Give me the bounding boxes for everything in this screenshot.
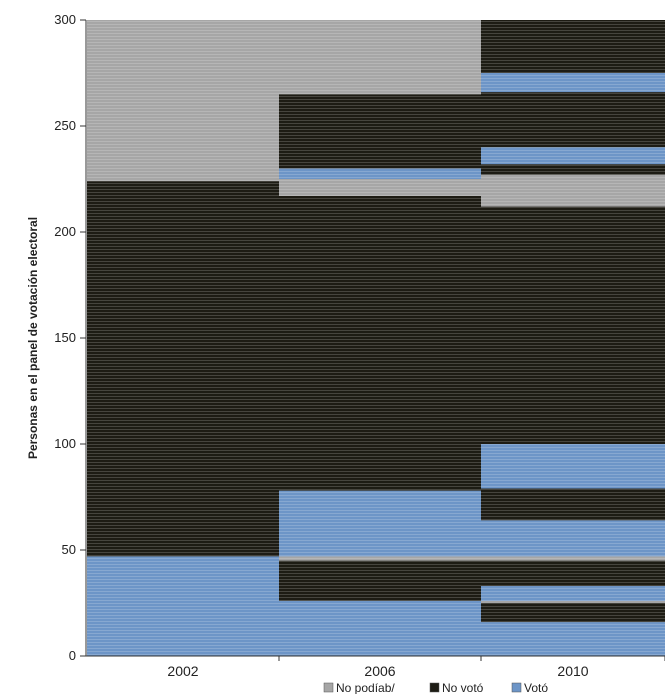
- bar-segment-texture: [481, 164, 665, 175]
- bar-segment-texture: [481, 488, 665, 521]
- bar-segment-texture: [279, 600, 481, 656]
- x-tick-labels: 2002 2006 2010: [167, 656, 665, 679]
- bar-segment-texture: [87, 20, 279, 182]
- bar-segment-texture: [481, 556, 665, 561]
- bar-segment-texture: [279, 20, 481, 95]
- legend-swatch: [511, 682, 522, 693]
- legend-swatch: [429, 682, 440, 693]
- bar-segment-texture: [481, 444, 665, 489]
- y-tick-label: 0: [69, 648, 76, 663]
- bar-segment-texture: [481, 560, 665, 587]
- y-tick-label: 300: [54, 12, 76, 27]
- x-tick-label: 2010: [557, 663, 588, 679]
- bar-segment-texture: [481, 147, 665, 165]
- bar-segment-texture: [279, 94, 481, 169]
- y-tick-label: 100: [54, 436, 76, 451]
- y-tick-label: 200: [54, 224, 76, 239]
- bar-segment-texture: [279, 560, 481, 601]
- bars-group: [87, 20, 665, 656]
- bar-segment-texture: [87, 181, 279, 557]
- y-tick-label: 50: [62, 542, 76, 557]
- legend-swatch: [323, 682, 334, 693]
- bar-segment-texture: [481, 73, 665, 93]
- bar-segment-texture: [279, 179, 481, 196]
- bar-segment-texture: [279, 195, 481, 491]
- bar-segment-texture: [481, 206, 665, 444]
- bar-segment-texture: [279, 168, 481, 179]
- bar-segment-texture: [481, 520, 665, 557]
- legend-label: No votó: [442, 681, 484, 694]
- bar-segment-texture: [279, 556, 481, 561]
- x-tick-label: 2006: [364, 663, 395, 679]
- bar-segment-texture: [481, 622, 665, 656]
- legend-label: No podíab/: [336, 681, 395, 694]
- y-ticks: 0 50 100 150 200 250 300: [54, 12, 86, 663]
- bar-segment-texture: [481, 586, 665, 601]
- bar-segment-texture: [481, 174, 665, 207]
- x-tick-label: 2002: [167, 663, 198, 679]
- bar-segment-texture: [279, 490, 481, 557]
- legend-label: Votó: [524, 681, 548, 694]
- bar-segment-texture: [481, 20, 665, 73]
- bar-segment-texture: [481, 603, 665, 623]
- bar-segment-texture: [481, 600, 665, 603]
- y-axis-label: Personas en el panel de votación elector…: [26, 217, 40, 459]
- y-tick-label: 150: [54, 330, 76, 345]
- bar-segment-texture: [481, 92, 665, 148]
- y-tick-label: 250: [54, 118, 76, 133]
- legend: No podíab/No votó Votó: [323, 681, 548, 694]
- bar-segment-texture: [87, 556, 279, 656]
